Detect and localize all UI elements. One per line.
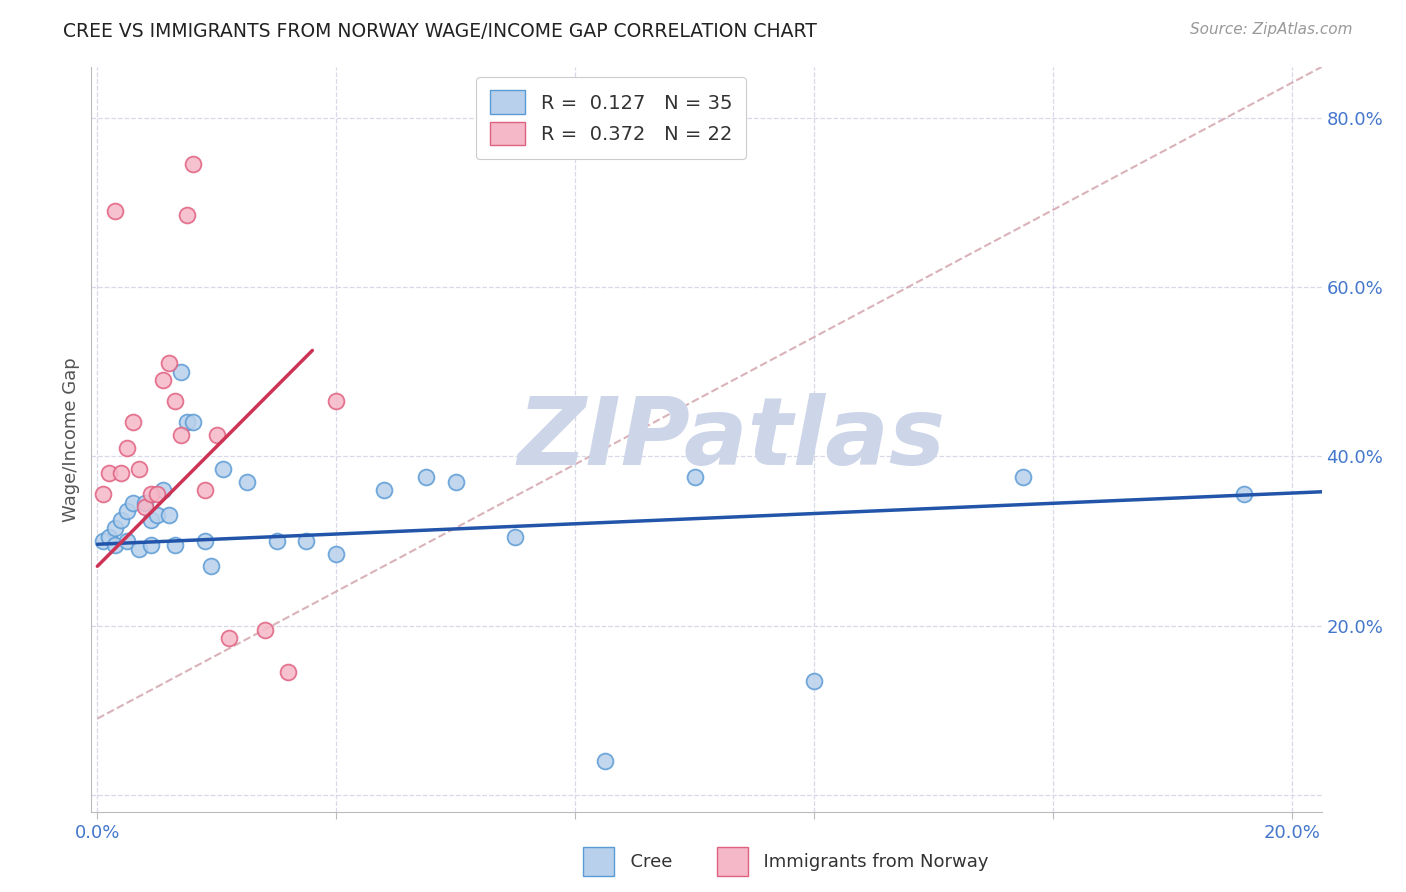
Point (325, 547, 347, 561)
Point (110, 513, 132, 527)
Point (181, 157, 204, 171)
Point (163, 394, 186, 409)
Point (218, 631, 240, 645)
Point (139, 513, 162, 527)
Point (98, 466, 121, 480)
Legend: R =  0.127   N = 35, R =  0.372   N = 22: R = 0.127 N = 35, R = 0.372 N = 22 (477, 77, 745, 159)
Point (115, 533, 138, 548)
Point (176, 416, 198, 430)
Point (1233, 487, 1256, 501)
Point (139, 487, 162, 501)
Text: Source: ZipAtlas.com: Source: ZipAtlas.com (1189, 22, 1353, 37)
Point (98, 530, 121, 544)
Point (104, 203, 127, 218)
Y-axis label: Wage/Income Gap: Wage/Income Gap (62, 357, 80, 522)
Point (415, 470, 437, 484)
Point (146, 508, 169, 523)
Point (170, 428, 193, 442)
Point (253, 623, 276, 637)
Point (803, 673, 825, 688)
Point (115, 441, 138, 455)
Point (134, 500, 156, 514)
Point (122, 496, 145, 510)
Point (146, 487, 169, 501)
Point (157, 356, 180, 370)
Text: Immigrants from Norway: Immigrants from Norway (752, 853, 988, 871)
Point (139, 538, 162, 552)
Point (205, 428, 228, 442)
Point (505, 530, 527, 544)
Text: CREE VS IMMIGRANTS FROM NORWAY WAGE/INCOME GAP CORRELATION CHART: CREE VS IMMIGRANTS FROM NORWAY WAGE/INCO… (63, 22, 817, 41)
Point (152, 483, 174, 497)
Point (683, 470, 706, 484)
Point (176, 208, 198, 222)
Point (277, 665, 299, 679)
Point (115, 504, 138, 518)
Point (128, 542, 150, 557)
Point (110, 466, 132, 480)
Point (266, 533, 288, 548)
Point (170, 365, 193, 379)
Point (211, 462, 233, 476)
Point (104, 521, 127, 535)
Point (134, 496, 156, 510)
Point (295, 533, 318, 548)
Point (235, 475, 257, 489)
Point (181, 416, 204, 430)
Point (444, 475, 467, 489)
Point (91, 533, 114, 548)
Point (1012, 470, 1035, 484)
Point (194, 533, 217, 548)
Point (128, 462, 150, 476)
Point (373, 483, 395, 497)
Point (325, 394, 347, 409)
Point (157, 508, 180, 523)
Point (200, 559, 222, 574)
Point (122, 416, 145, 430)
Text: Cree: Cree (619, 853, 672, 871)
Point (194, 483, 217, 497)
Point (163, 538, 186, 552)
Point (152, 373, 174, 387)
Point (91, 487, 114, 501)
Point (104, 538, 127, 552)
Point (593, 754, 616, 768)
Text: ZIPatlas: ZIPatlas (517, 393, 945, 485)
